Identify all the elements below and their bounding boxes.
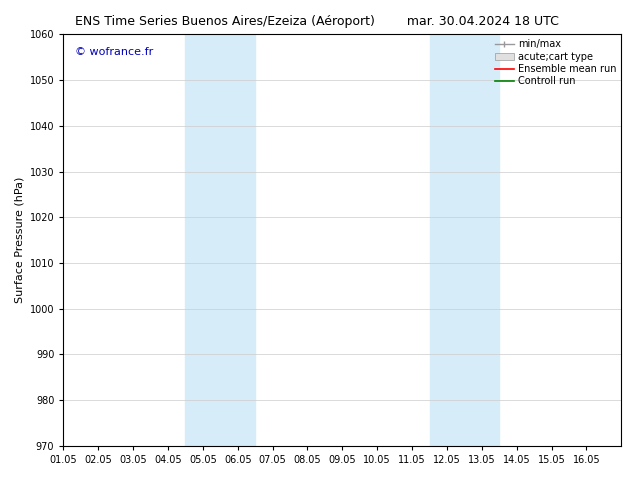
Y-axis label: Surface Pressure (hPa): Surface Pressure (hPa) bbox=[14, 177, 24, 303]
Legend: min/max, acute;cart type, Ensemble mean run, Controll run: min/max, acute;cart type, Ensemble mean … bbox=[495, 39, 616, 86]
Bar bbox=[185, 34, 255, 446]
Text: ENS Time Series Buenos Aires/Ezeiza (Aéroport)        mar. 30.04.2024 18 UTC: ENS Time Series Buenos Aires/Ezeiza (Aér… bbox=[75, 15, 559, 28]
Text: © wofrance.fr: © wofrance.fr bbox=[75, 47, 153, 57]
Bar bbox=[429, 34, 500, 446]
